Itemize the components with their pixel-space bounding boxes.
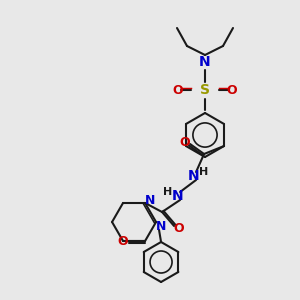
- Text: N: N: [145, 194, 155, 207]
- Text: O: O: [118, 235, 128, 248]
- Text: H: H: [164, 187, 173, 197]
- Text: O: O: [174, 223, 184, 236]
- Text: N: N: [172, 189, 184, 203]
- Text: N: N: [199, 55, 211, 69]
- Text: S: S: [200, 83, 210, 97]
- Text: O: O: [227, 83, 237, 97]
- Text: H: H: [200, 167, 209, 177]
- Text: N: N: [188, 169, 200, 183]
- Text: O: O: [173, 83, 183, 97]
- Text: O: O: [180, 136, 190, 148]
- Text: N: N: [156, 220, 166, 233]
